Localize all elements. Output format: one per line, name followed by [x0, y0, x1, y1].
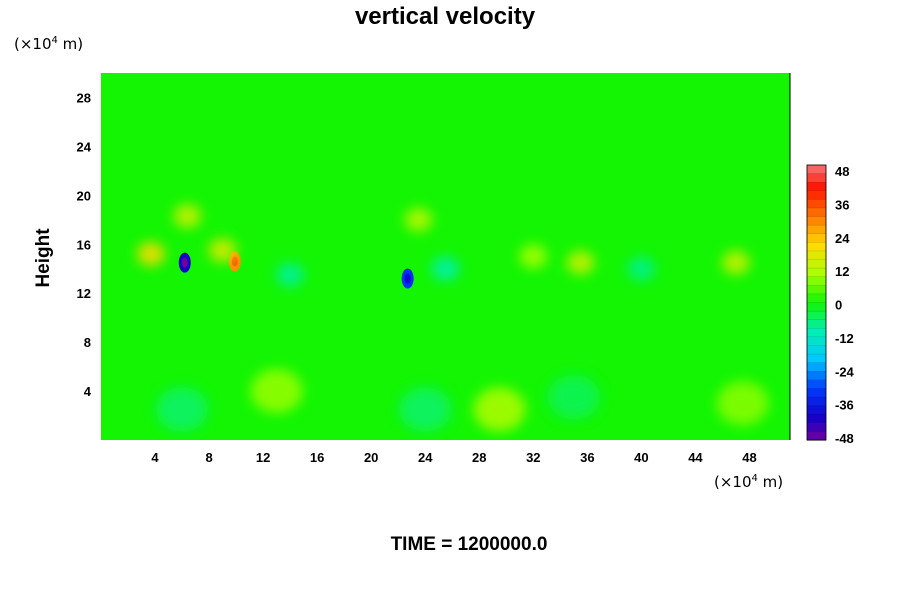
field-feature-core: [404, 273, 411, 284]
colorbar-tick-label: -48: [835, 431, 854, 446]
colorbar-band: [806, 345, 827, 355]
colorbar-tick-label: -24: [835, 364, 855, 379]
colorbar-band: [806, 302, 827, 312]
colorbar-band: [806, 276, 827, 287]
colorbar-band: [806, 310, 827, 321]
colorbar-band: [806, 396, 827, 407]
colorbar-band: [806, 336, 827, 347]
x-tick-label: 20: [364, 450, 378, 465]
colorbar-band: [806, 431, 827, 441]
colorbar-band: [806, 164, 827, 175]
x-tick-label: 24: [418, 450, 433, 465]
y-axis-ticks: 4 8 12 16 20 24 28: [77, 90, 92, 399]
colorbar-tick-label: 12: [835, 264, 849, 279]
colorbar-band: [806, 181, 827, 192]
contour-field: [136, 204, 769, 432]
colorbar-band: [806, 250, 827, 261]
x-tick-label: 40: [634, 450, 648, 465]
y-tick-label: 20: [77, 188, 91, 203]
colorbar-frame: [806, 164, 827, 441]
colorbar-band: [806, 422, 827, 433]
y-axis-unit: (×104 m): [14, 35, 83, 53]
colorbar-tick-label: 36: [835, 197, 849, 212]
colorbar-band: [806, 328, 827, 338]
colorbar-band: [806, 405, 827, 415]
x-tick-label: 16: [310, 450, 324, 465]
field-feature: [627, 256, 656, 281]
field-feature: [431, 256, 460, 281]
field-feature: [250, 369, 303, 414]
field-feature: [716, 381, 769, 426]
colorbar-tick-label: 48: [835, 164, 849, 179]
x-tick-label: 12: [256, 450, 270, 465]
field-feature: [721, 250, 750, 275]
colorbar-band: [806, 362, 827, 372]
y-axis-label: Height: [33, 228, 54, 288]
field-feature-core: [231, 256, 238, 267]
y-tick-label: 16: [77, 237, 91, 252]
x-tick-label: 8: [205, 450, 212, 465]
field-feature: [547, 375, 600, 420]
x-tick-label: 4: [151, 450, 159, 465]
field-feature: [156, 387, 209, 432]
colorbar-band: [806, 293, 827, 304]
y-tick-label: 24: [77, 139, 92, 154]
field-feature: [404, 207, 433, 232]
colorbar-tick-label: -36: [835, 398, 854, 413]
colorbar-band: [806, 259, 827, 269]
field-feature: [473, 387, 526, 432]
y-tick-label: 12: [77, 286, 91, 301]
colorbar-tick-label: -12: [835, 331, 854, 346]
field-feature: [399, 387, 452, 432]
x-tick-label: 32: [526, 450, 540, 465]
x-tick-label: 48: [742, 450, 756, 465]
field-feature-core: [181, 257, 188, 268]
field-feature: [566, 250, 595, 275]
x-tick-label: 28: [472, 450, 486, 465]
plot-area: [101, 73, 791, 440]
colorbar-band: [806, 285, 827, 295]
colorbar-band: [806, 216, 827, 226]
field-feature: [136, 242, 165, 267]
field-feature: [276, 262, 305, 287]
x-tick-label: 44: [688, 450, 703, 465]
chart-title: vertical velocity: [355, 3, 536, 30]
plot-background: [101, 73, 790, 440]
field-feature: [208, 238, 237, 263]
colorbar-band: [806, 173, 827, 183]
colorbar-band: [806, 388, 827, 398]
time-label: TIME = 1200000.0: [391, 534, 548, 555]
colorbar-band: [806, 319, 827, 329]
colorbar-band: [806, 371, 827, 381]
x-axis-unit: (×104 m): [714, 473, 783, 491]
colorbar-band: [806, 224, 827, 235]
y-tick-label: 8: [84, 335, 91, 350]
colorbar-band: [806, 190, 827, 201]
colorbar-band: [806, 199, 827, 209]
colorbar-band: [806, 353, 827, 364]
colorbar-band: [806, 267, 827, 278]
colorbar-band: [806, 207, 827, 218]
colorbar-band: [806, 242, 827, 252]
y-tick-label: 4: [84, 384, 92, 399]
colorbar-band: [806, 414, 827, 424]
field-feature: [519, 244, 548, 269]
colorbar-band: [806, 379, 827, 390]
x-tick-label: 36: [580, 450, 594, 465]
colorbar-tick-label: 0: [835, 298, 842, 313]
y-tick-label: 28: [77, 90, 91, 105]
colorbar-band: [806, 233, 827, 244]
field-feature: [173, 204, 202, 229]
colorbar: 48 36 24 12 0 -12 -24 -36 -48: [806, 164, 855, 446]
colorbar-tick-label: 24: [835, 231, 850, 246]
x-axis-ticks: 4 8 12 16 20 24 28 32 36 40 44 48: [151, 450, 756, 465]
